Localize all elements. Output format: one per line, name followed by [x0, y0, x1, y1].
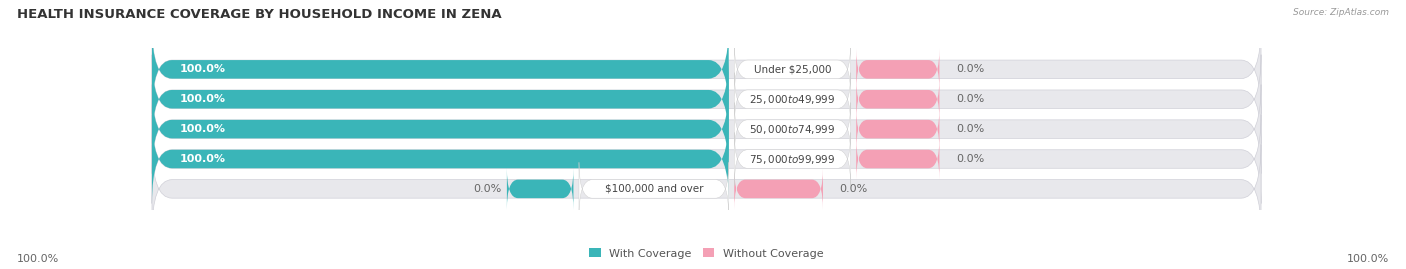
FancyBboxPatch shape: [734, 168, 823, 210]
Text: 0.0%: 0.0%: [956, 94, 984, 104]
Text: 100.0%: 100.0%: [17, 254, 59, 264]
Legend: With Coverage, Without Coverage: With Coverage, Without Coverage: [588, 246, 825, 261]
Text: 0.0%: 0.0%: [956, 64, 984, 74]
FancyBboxPatch shape: [856, 79, 939, 120]
FancyBboxPatch shape: [152, 115, 1261, 204]
Text: 0.0%: 0.0%: [956, 124, 984, 134]
FancyBboxPatch shape: [152, 115, 728, 204]
Text: $100,000 and over: $100,000 and over: [605, 184, 703, 194]
FancyBboxPatch shape: [856, 49, 939, 90]
Text: $25,000 to $49,999: $25,000 to $49,999: [749, 93, 835, 106]
FancyBboxPatch shape: [508, 168, 574, 210]
FancyBboxPatch shape: [152, 55, 1261, 144]
Text: Source: ZipAtlas.com: Source: ZipAtlas.com: [1294, 8, 1389, 17]
FancyBboxPatch shape: [856, 138, 939, 180]
FancyBboxPatch shape: [734, 43, 851, 96]
Text: 100.0%: 100.0%: [180, 124, 226, 134]
Text: 0.0%: 0.0%: [956, 154, 984, 164]
FancyBboxPatch shape: [734, 102, 851, 156]
FancyBboxPatch shape: [734, 73, 851, 126]
Text: 100.0%: 100.0%: [180, 94, 226, 104]
Text: 100.0%: 100.0%: [180, 64, 226, 74]
FancyBboxPatch shape: [152, 25, 1261, 114]
FancyBboxPatch shape: [152, 84, 728, 174]
Text: Under $25,000: Under $25,000: [754, 64, 831, 74]
FancyBboxPatch shape: [734, 132, 851, 186]
Text: $75,000 to $99,999: $75,000 to $99,999: [749, 153, 835, 165]
Text: 0.0%: 0.0%: [839, 184, 868, 194]
FancyBboxPatch shape: [579, 162, 728, 215]
FancyBboxPatch shape: [152, 84, 1261, 174]
FancyBboxPatch shape: [152, 144, 1261, 233]
Text: 0.0%: 0.0%: [472, 184, 502, 194]
Text: HEALTH INSURANCE COVERAGE BY HOUSEHOLD INCOME IN ZENA: HEALTH INSURANCE COVERAGE BY HOUSEHOLD I…: [17, 8, 502, 21]
FancyBboxPatch shape: [152, 25, 728, 114]
FancyBboxPatch shape: [152, 55, 728, 144]
Text: 100.0%: 100.0%: [1347, 254, 1389, 264]
Text: $50,000 to $74,999: $50,000 to $74,999: [749, 123, 835, 136]
FancyBboxPatch shape: [856, 108, 939, 150]
Text: 100.0%: 100.0%: [180, 154, 226, 164]
